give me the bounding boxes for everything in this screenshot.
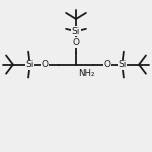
Text: Si: Si [25,60,34,69]
Text: O: O [41,60,48,69]
Text: NH₂: NH₂ [78,69,95,78]
Text: O: O [104,60,111,69]
Text: Si: Si [118,60,127,69]
Text: O: O [73,38,79,47]
Text: Si: Si [72,27,80,36]
